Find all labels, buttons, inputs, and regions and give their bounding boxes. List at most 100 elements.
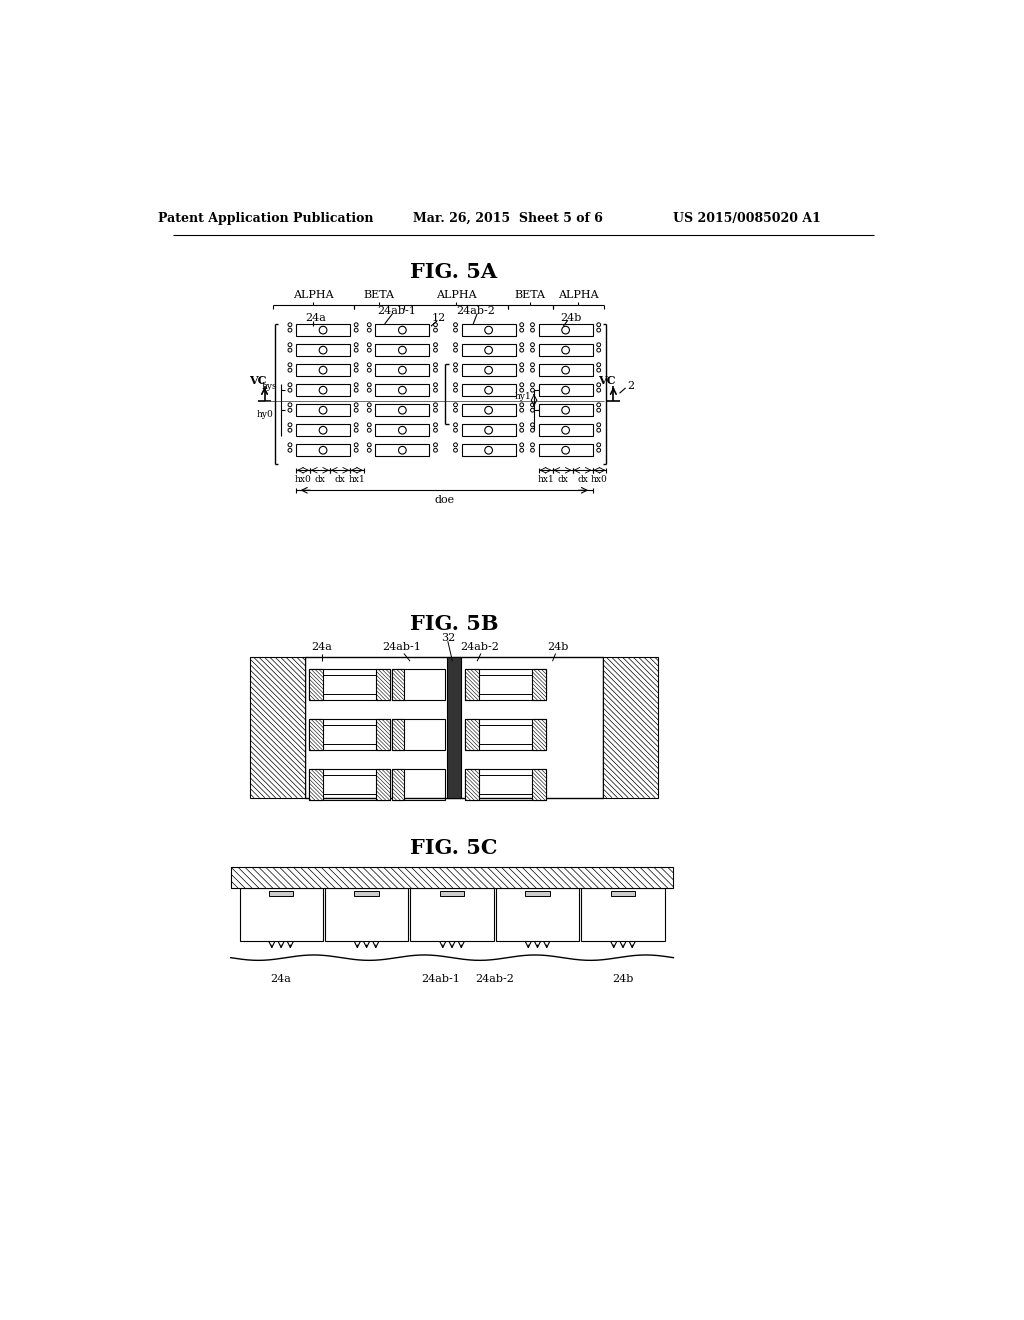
Text: hx0: hx0: [591, 475, 608, 484]
Bar: [296, 323, 350, 337]
Bar: [376, 669, 390, 700]
Text: hx1: hx1: [538, 475, 554, 484]
Bar: [539, 384, 593, 396]
Bar: [539, 345, 593, 356]
Bar: [309, 669, 390, 700]
Text: doe: doe: [434, 495, 455, 504]
Bar: [323, 775, 376, 793]
Bar: [531, 770, 546, 800]
Text: hy0: hy0: [256, 409, 273, 418]
Bar: [478, 725, 531, 743]
Text: 24ab-2: 24ab-2: [456, 306, 495, 315]
Bar: [465, 770, 546, 800]
Bar: [354, 891, 379, 896]
Bar: [376, 444, 429, 457]
Text: 32: 32: [440, 634, 455, 643]
Text: 24ab-2: 24ab-2: [460, 643, 499, 652]
Bar: [539, 323, 593, 337]
Text: 24ab-1: 24ab-1: [382, 643, 421, 652]
Bar: [539, 444, 593, 457]
Bar: [539, 424, 593, 437]
Text: dx: dx: [314, 475, 326, 484]
Text: 24ab-1: 24ab-1: [421, 974, 460, 985]
Bar: [376, 364, 429, 376]
Bar: [296, 444, 350, 457]
Text: Mar. 26, 2015  Sheet 5 of 6: Mar. 26, 2015 Sheet 5 of 6: [413, 213, 603, 224]
Text: ALPHA: ALPHA: [558, 290, 599, 301]
Bar: [465, 669, 478, 700]
Bar: [323, 675, 376, 693]
Bar: [465, 770, 478, 800]
Text: ALPHA: ALPHA: [293, 290, 334, 301]
Bar: [531, 669, 546, 700]
Text: ALPHA: ALPHA: [435, 290, 476, 301]
Bar: [296, 424, 350, 437]
Text: 24a: 24a: [270, 974, 292, 985]
Bar: [539, 364, 593, 376]
Bar: [296, 364, 350, 376]
Bar: [525, 891, 550, 896]
Text: BETA: BETA: [364, 290, 394, 301]
Bar: [539, 404, 593, 416]
Bar: [250, 657, 305, 797]
Bar: [392, 719, 444, 750]
Bar: [392, 669, 403, 700]
Bar: [411, 888, 494, 941]
Bar: [465, 719, 546, 750]
Bar: [230, 867, 674, 888]
Text: Patent Application Publication: Patent Application Publication: [158, 213, 373, 224]
Bar: [296, 345, 350, 356]
Bar: [462, 384, 515, 396]
Text: 24b: 24b: [612, 974, 634, 985]
Bar: [309, 770, 323, 800]
Bar: [376, 323, 429, 337]
Bar: [462, 323, 515, 337]
Bar: [296, 404, 350, 416]
Bar: [462, 444, 515, 457]
Bar: [465, 669, 546, 700]
Bar: [610, 891, 635, 896]
Bar: [392, 770, 403, 800]
Text: FIG. 5A: FIG. 5A: [411, 263, 498, 282]
Text: dx: dx: [335, 475, 345, 484]
Bar: [376, 384, 429, 396]
Bar: [392, 770, 444, 800]
Bar: [462, 424, 515, 437]
Bar: [240, 888, 323, 941]
Bar: [296, 384, 350, 396]
Text: FIG. 5B: FIG. 5B: [410, 614, 499, 634]
Text: 24b: 24b: [547, 643, 568, 652]
Bar: [376, 770, 390, 800]
Text: hx0: hx0: [295, 475, 311, 484]
Bar: [439, 891, 464, 896]
Text: BETA: BETA: [515, 290, 546, 301]
Bar: [323, 725, 376, 743]
Bar: [465, 719, 478, 750]
Bar: [309, 770, 390, 800]
Bar: [582, 888, 665, 941]
Text: VC: VC: [249, 375, 266, 385]
Bar: [462, 345, 515, 356]
Text: hx1: hx1: [348, 475, 366, 484]
Bar: [325, 888, 409, 941]
Bar: [309, 719, 390, 750]
Text: hy1: hy1: [515, 392, 531, 401]
Bar: [462, 364, 515, 376]
Text: 24a: 24a: [305, 313, 326, 323]
Bar: [309, 719, 323, 750]
Text: dx: dx: [578, 475, 588, 484]
Text: 24ab-2: 24ab-2: [475, 974, 514, 985]
Bar: [447, 657, 461, 797]
Bar: [309, 669, 323, 700]
Bar: [376, 345, 429, 356]
Bar: [376, 719, 390, 750]
Bar: [531, 719, 546, 750]
Bar: [305, 657, 602, 797]
Bar: [392, 669, 444, 700]
Text: FIG. 5C: FIG. 5C: [411, 838, 498, 858]
Text: 12: 12: [431, 313, 445, 323]
Bar: [478, 675, 531, 693]
Bar: [602, 657, 658, 797]
Bar: [462, 404, 515, 416]
Text: US 2015/0085020 A1: US 2015/0085020 A1: [673, 213, 820, 224]
